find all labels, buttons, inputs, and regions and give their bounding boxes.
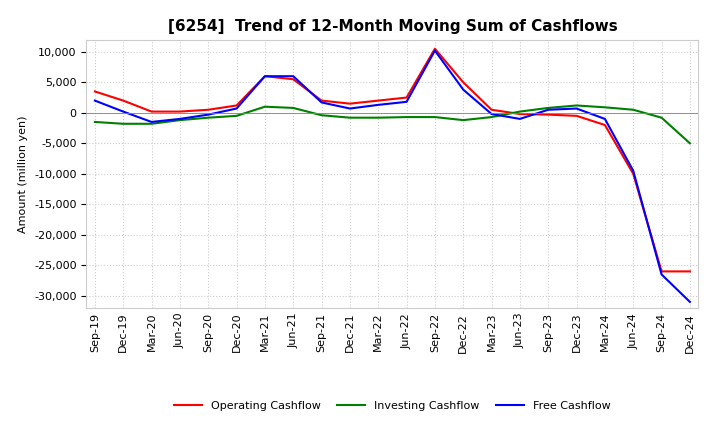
Free Cashflow bbox=[600, 116, 609, 121]
Operating Cashflow bbox=[516, 111, 524, 117]
Legend: Operating Cashflow, Investing Cashflow, Free Cashflow: Operating Cashflow, Investing Cashflow, … bbox=[170, 396, 615, 415]
Free Cashflow bbox=[374, 102, 382, 107]
Operating Cashflow bbox=[431, 46, 439, 51]
Free Cashflow bbox=[629, 168, 637, 173]
Free Cashflow bbox=[261, 73, 269, 79]
Investing Cashflow bbox=[148, 121, 156, 126]
Free Cashflow bbox=[318, 100, 326, 105]
Free Cashflow bbox=[657, 272, 666, 277]
Investing Cashflow bbox=[119, 121, 127, 126]
Operating Cashflow bbox=[148, 109, 156, 114]
Title: [6254]  Trend of 12-Month Moving Sum of Cashflows: [6254] Trend of 12-Month Moving Sum of C… bbox=[168, 19, 617, 34]
Operating Cashflow bbox=[629, 171, 637, 176]
Operating Cashflow bbox=[685, 269, 694, 274]
Free Cashflow bbox=[204, 112, 212, 117]
Free Cashflow bbox=[148, 119, 156, 125]
Investing Cashflow bbox=[402, 114, 411, 120]
Free Cashflow bbox=[431, 48, 439, 53]
Operating Cashflow bbox=[91, 89, 99, 94]
Operating Cashflow bbox=[657, 269, 666, 274]
Free Cashflow bbox=[544, 107, 552, 112]
Investing Cashflow bbox=[176, 117, 184, 123]
Operating Cashflow bbox=[289, 77, 297, 82]
Investing Cashflow bbox=[374, 115, 382, 120]
Line: Investing Cashflow: Investing Cashflow bbox=[95, 106, 690, 143]
Investing Cashflow bbox=[487, 114, 496, 120]
Investing Cashflow bbox=[91, 119, 99, 125]
Free Cashflow bbox=[91, 98, 99, 103]
Operating Cashflow bbox=[402, 95, 411, 100]
Free Cashflow bbox=[119, 109, 127, 114]
Free Cashflow bbox=[402, 99, 411, 104]
Investing Cashflow bbox=[431, 114, 439, 120]
Free Cashflow bbox=[289, 73, 297, 79]
Operating Cashflow bbox=[572, 113, 581, 118]
Operating Cashflow bbox=[119, 98, 127, 103]
Y-axis label: Amount (million yen): Amount (million yen) bbox=[19, 115, 29, 233]
Free Cashflow bbox=[572, 106, 581, 111]
Investing Cashflow bbox=[318, 113, 326, 118]
Operating Cashflow bbox=[487, 107, 496, 112]
Investing Cashflow bbox=[600, 105, 609, 110]
Investing Cashflow bbox=[657, 115, 666, 120]
Free Cashflow bbox=[487, 111, 496, 117]
Investing Cashflow bbox=[346, 115, 354, 120]
Operating Cashflow bbox=[346, 101, 354, 106]
Investing Cashflow bbox=[204, 115, 212, 120]
Line: Operating Cashflow: Operating Cashflow bbox=[95, 49, 690, 271]
Investing Cashflow bbox=[516, 109, 524, 114]
Operating Cashflow bbox=[204, 107, 212, 112]
Operating Cashflow bbox=[176, 109, 184, 114]
Free Cashflow bbox=[516, 116, 524, 121]
Investing Cashflow bbox=[459, 117, 467, 123]
Operating Cashflow bbox=[459, 80, 467, 85]
Operating Cashflow bbox=[233, 103, 241, 108]
Investing Cashflow bbox=[544, 105, 552, 110]
Free Cashflow bbox=[176, 116, 184, 121]
Free Cashflow bbox=[346, 106, 354, 111]
Free Cashflow bbox=[459, 87, 467, 92]
Operating Cashflow bbox=[600, 122, 609, 128]
Investing Cashflow bbox=[289, 105, 297, 110]
Operating Cashflow bbox=[544, 112, 552, 117]
Operating Cashflow bbox=[318, 98, 326, 103]
Investing Cashflow bbox=[685, 141, 694, 146]
Investing Cashflow bbox=[629, 107, 637, 112]
Line: Free Cashflow: Free Cashflow bbox=[95, 51, 690, 302]
Operating Cashflow bbox=[374, 98, 382, 103]
Operating Cashflow bbox=[261, 73, 269, 79]
Free Cashflow bbox=[233, 106, 241, 111]
Investing Cashflow bbox=[233, 113, 241, 118]
Investing Cashflow bbox=[572, 103, 581, 108]
Free Cashflow bbox=[685, 299, 694, 304]
Investing Cashflow bbox=[261, 104, 269, 109]
